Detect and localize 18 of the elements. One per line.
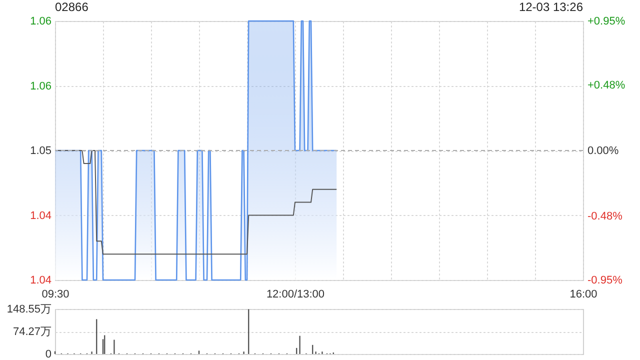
y-tick-label: 1.04 — [30, 274, 52, 286]
chart-title: 02866 — [55, 0, 88, 14]
y-tick-label: 74.27万 — [12, 326, 52, 338]
y-tick-label: 0 — [45, 348, 52, 360]
x-tick-label: 16:00 — [570, 288, 598, 300]
y2-tick-label: +0.48% — [588, 80, 626, 92]
y-tick-label: 148.55万 — [6, 304, 52, 316]
text: 12-03 13:26 — [518, 0, 583, 14]
y2-tick-label: -0.95% — [588, 274, 623, 286]
y2-tick-label: -0.48% — [588, 210, 623, 222]
y-tick-label: 1.04 — [30, 210, 52, 222]
y-tick-label: 1.06 — [30, 80, 52, 92]
y2-tick-label: +0.95% — [588, 16, 626, 28]
y2-tick-label: 0.00% — [588, 145, 619, 157]
x-tick-label: 09:30 — [42, 288, 70, 300]
y-tick-label: 1.05 — [30, 145, 52, 157]
x-tick-label: 12:00/13:00 — [266, 288, 325, 300]
y-tick-label: 1.06 — [30, 16, 52, 28]
